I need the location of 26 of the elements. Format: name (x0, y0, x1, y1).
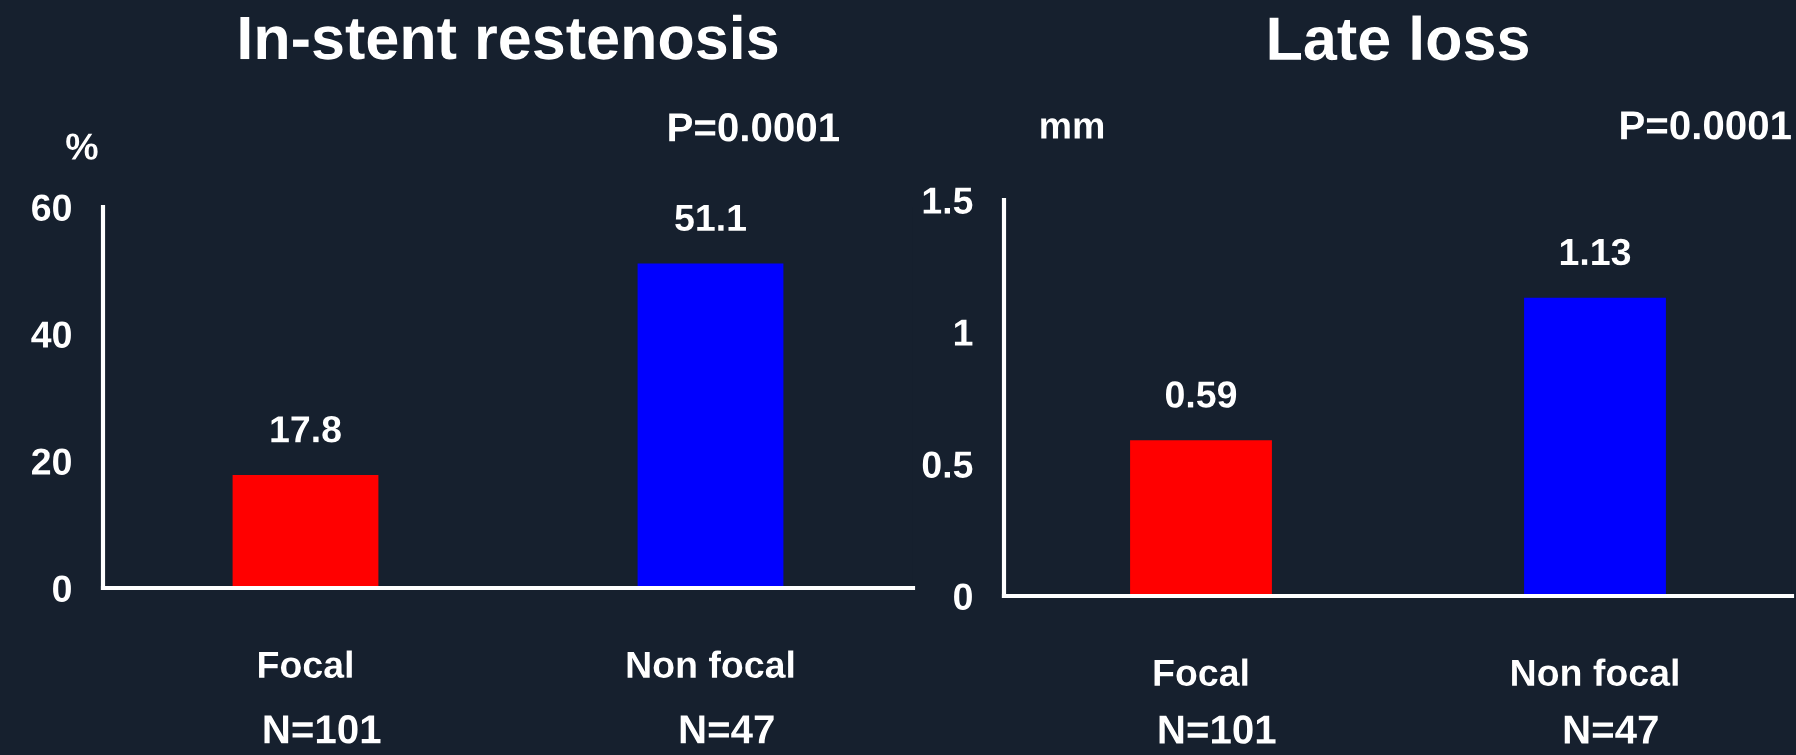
text: N=47 (680, 715, 774, 744)
text: P=0.0001 (669, 113, 839, 142)
data-label: 51.1 (675, 204, 746, 232)
x-tick-label: Focal (1154, 658, 1248, 687)
chart-title: Late loss (1269, 15, 1528, 61)
x-tick-label: Non focal (1512, 658, 1678, 687)
data-label: 17.8 (271, 416, 341, 443)
y-tick-label: 0.5 (922, 451, 973, 478)
x-tick-label: Non focal (627, 650, 794, 679)
y-tick-label: 1.5 (923, 187, 973, 214)
y-tick-label: 40 (31, 321, 71, 348)
chart-title: In-stent restenosis (240, 14, 778, 60)
y-tick-label: 0 (954, 583, 972, 610)
y-tick-label: 60 (32, 194, 71, 221)
x-tick-label: Focal (259, 650, 352, 679)
text: N=101 (1159, 715, 1276, 744)
text: P=0.0001 (1621, 111, 1791, 140)
y-tick-label: 0 (53, 575, 71, 602)
y-tick-label: 20 (32, 448, 71, 475)
text: N=47 (1564, 715, 1658, 744)
data-label: 1.13 (1560, 238, 1631, 266)
y-tick-label: 1 (954, 319, 973, 346)
y-axis-title: % (66, 133, 98, 160)
y-axis-title: mm (1041, 118, 1104, 139)
text: N=101 (264, 715, 381, 744)
data-label: 0.59 (1165, 381, 1237, 408)
